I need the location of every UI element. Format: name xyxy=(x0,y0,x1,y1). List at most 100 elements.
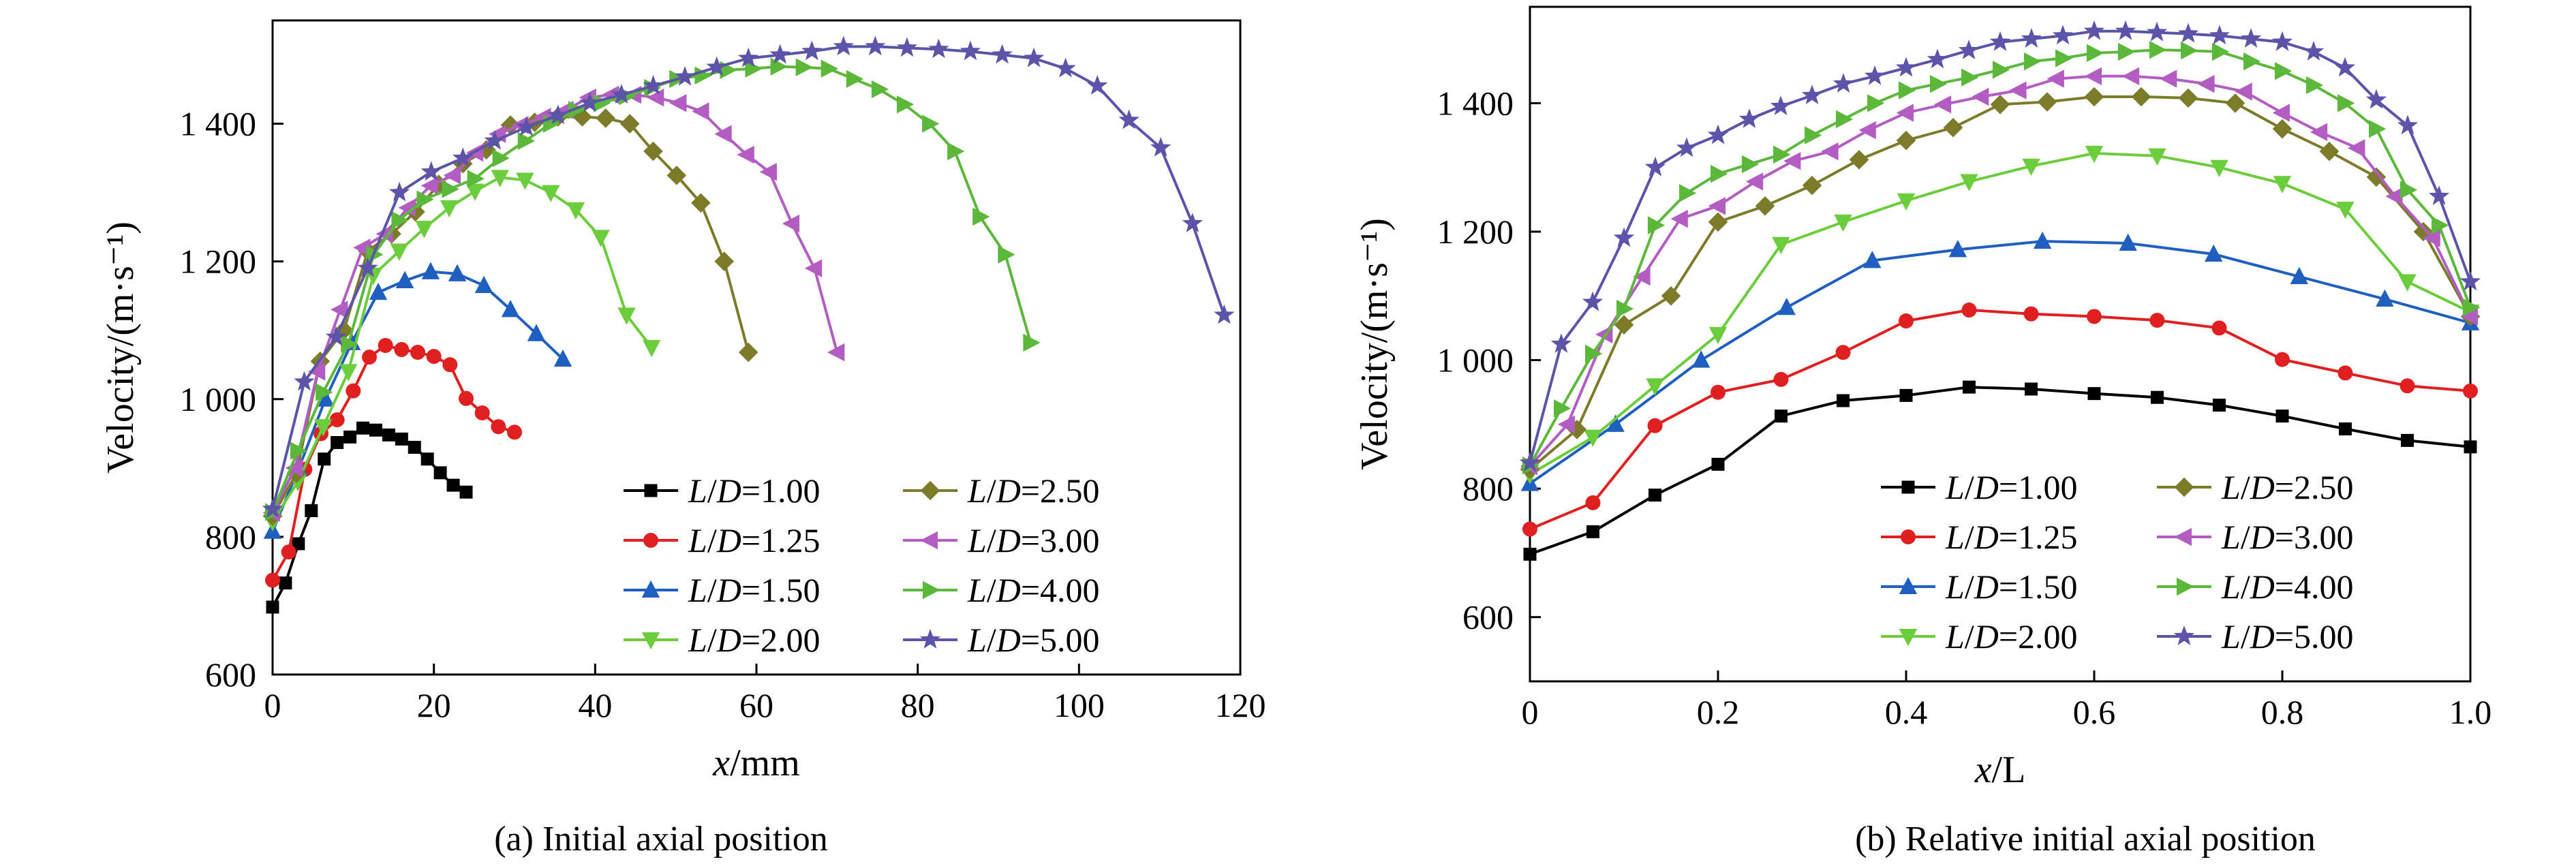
legend-label: L/D=1.00 xyxy=(1945,468,2078,506)
data-point xyxy=(2148,148,2166,166)
data-point xyxy=(421,262,440,279)
legend-marker xyxy=(641,632,660,650)
legend-label: L/D=1.50 xyxy=(1945,568,2078,606)
data-point xyxy=(1896,130,1916,151)
data-point xyxy=(2243,52,2261,71)
data-point xyxy=(2460,307,2478,326)
data-point xyxy=(2463,298,2481,317)
data-point xyxy=(1821,142,1839,161)
data-point xyxy=(2432,216,2449,234)
data-point xyxy=(1613,227,1635,247)
data-point xyxy=(896,37,918,57)
data-point xyxy=(362,350,377,365)
data-point xyxy=(459,390,474,406)
data-point xyxy=(290,442,308,460)
data-point xyxy=(2181,41,2198,60)
legend-marker xyxy=(1899,629,1918,647)
data-point xyxy=(1519,452,1541,472)
data-point xyxy=(1933,95,1952,114)
series-line xyxy=(1529,74,2472,467)
x-tick-label: 0.4 xyxy=(1885,693,1928,731)
data-point xyxy=(593,94,611,112)
y-tick-label: 600 xyxy=(205,655,256,694)
data-point xyxy=(2177,22,2199,43)
data-point xyxy=(795,58,813,76)
data-point xyxy=(1899,81,1916,99)
data-point xyxy=(2087,44,2104,63)
data-point xyxy=(2399,181,2418,199)
data-point xyxy=(592,230,610,247)
data-point xyxy=(2131,87,2151,107)
data-point xyxy=(2275,62,2293,80)
data-point xyxy=(426,349,442,365)
data-point xyxy=(1584,429,1602,448)
data-point xyxy=(453,147,474,167)
data-point xyxy=(285,459,303,478)
data-point xyxy=(2348,139,2365,157)
y-tick-label: 1 200 xyxy=(180,243,257,281)
data-point xyxy=(346,383,361,399)
x-axis-label-b: x/L xyxy=(1974,749,2026,791)
legend-label: L/D=1.25 xyxy=(1945,518,2078,556)
data-point xyxy=(714,251,734,271)
data-point xyxy=(2235,82,2252,101)
data-point xyxy=(474,405,490,420)
data-point xyxy=(395,270,414,288)
data-point xyxy=(1774,409,1788,423)
data-point xyxy=(2033,231,2052,249)
x-tick-label: 20 xyxy=(417,686,451,724)
y-tick-label: 1 400 xyxy=(1437,84,1514,122)
series-line xyxy=(1529,386,2471,556)
data-point xyxy=(1214,304,1235,324)
y-tick-label: 1 400 xyxy=(180,105,257,143)
y-tick-label: 800 xyxy=(205,518,256,556)
data-point xyxy=(1960,174,1978,191)
data-point xyxy=(516,172,534,190)
data-point xyxy=(1661,285,1681,306)
data-point xyxy=(1972,87,1989,106)
data-point xyxy=(827,343,845,362)
data-point xyxy=(2336,202,2355,219)
data-point xyxy=(2025,382,2038,396)
data-point xyxy=(420,161,442,181)
data-point xyxy=(357,257,378,277)
legend-label: L/D=2.50 xyxy=(2221,468,2354,506)
data-point xyxy=(2149,313,2165,328)
data-point xyxy=(2209,25,2230,45)
data-point xyxy=(356,421,370,435)
legend-marker xyxy=(2177,577,2194,596)
legend-marker xyxy=(920,480,940,501)
data-point xyxy=(801,40,823,61)
data-point xyxy=(459,485,473,499)
data-point xyxy=(1864,65,1886,85)
data-point xyxy=(2205,244,2223,262)
data-point xyxy=(394,342,410,358)
data-point xyxy=(1801,84,1823,104)
data-point xyxy=(674,65,696,86)
legend-entry: L/D=4.00 xyxy=(2157,568,2354,606)
data-point xyxy=(1553,399,1571,418)
chart-panel-a: 0 20 40 60 80 100 120 600 800 1 000 1 200 1 400 L/D… xyxy=(99,19,1266,859)
data-point xyxy=(408,441,421,454)
data-point xyxy=(2197,74,2215,93)
data-point xyxy=(1708,212,1728,232)
data-point xyxy=(375,225,393,243)
data-point xyxy=(2310,123,2328,142)
data-point xyxy=(2119,233,2137,251)
data-point xyxy=(266,600,279,614)
y-tick-label: 1 000 xyxy=(1437,341,1514,380)
data-point xyxy=(1943,117,1963,138)
data-point xyxy=(566,202,585,220)
data-point xyxy=(1867,94,1885,112)
legend-entry: L/D=5.00 xyxy=(903,621,1100,659)
data-point xyxy=(2334,57,2356,77)
data-point xyxy=(617,307,636,325)
x-tick-label: 100 xyxy=(1054,686,1105,724)
data-point xyxy=(2084,87,2104,107)
data-point xyxy=(516,116,537,136)
data-point xyxy=(517,132,536,151)
data-point xyxy=(2160,69,2177,88)
data-point xyxy=(998,245,1015,264)
data-point xyxy=(382,428,395,442)
data-point xyxy=(1990,95,2010,114)
